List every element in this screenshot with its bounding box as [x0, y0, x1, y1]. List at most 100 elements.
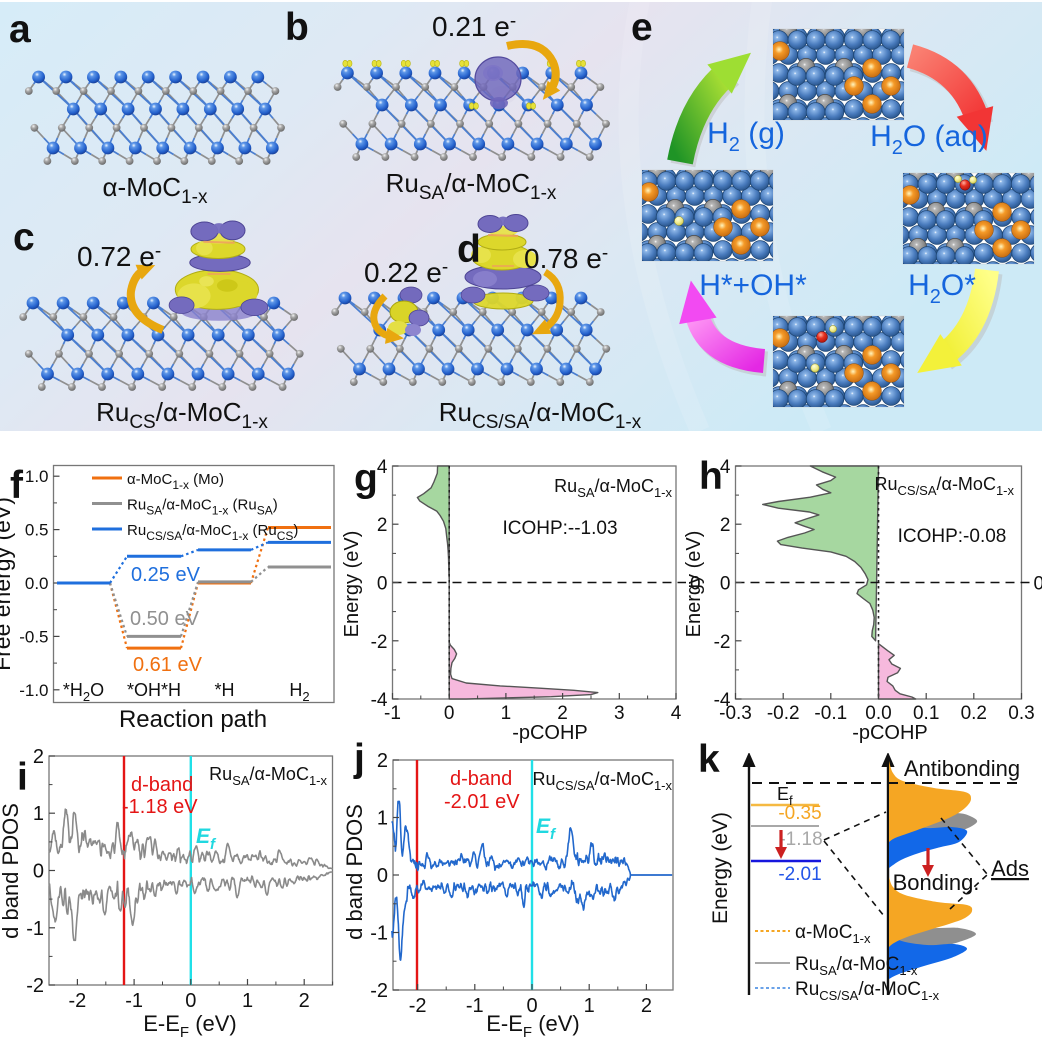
svg-text:0.25 eV: 0.25 eV [131, 564, 201, 586]
svg-text:j: j [353, 737, 365, 780]
svg-text:0.22 e-: 0.22 e- [364, 257, 448, 288]
svg-text:-1: -1 [125, 990, 143, 1012]
svg-text:Energy (eV): Energy (eV) [683, 531, 705, 638]
svg-text:0: 0 [690, 574, 701, 595]
svg-text:1: 1 [584, 995, 595, 1017]
svg-text:ICOHP:--1.03: ICOHP:--1.03 [502, 518, 617, 539]
svg-text:-2.01: -2.01 [778, 864, 821, 885]
svg-text:4: 4 [720, 457, 731, 478]
svg-text:g: g [354, 457, 378, 500]
svg-text:-0.35: -0.35 [778, 803, 821, 824]
svg-text:ICOHP:-0.08: ICOHP:-0.08 [898, 526, 1007, 547]
svg-text:d band PDOS: d band PDOS [0, 803, 23, 939]
svg-text:Antibonding: Antibonding [904, 756, 1020, 781]
svg-text:4: 4 [377, 457, 388, 478]
svg-text:0: 0 [377, 865, 388, 887]
svg-text:i: i [17, 756, 28, 799]
svg-text:d-band: d-band [450, 768, 512, 790]
svg-text:H2O (aq): H2O (aq) [870, 120, 988, 159]
svg-text:-1: -1 [466, 995, 484, 1017]
svg-text:0.1: 0.1 [913, 703, 939, 724]
svg-text:Reaction path: Reaction path [119, 706, 267, 733]
svg-text:-2: -2 [26, 975, 44, 997]
svg-text:*H: *H [214, 680, 234, 700]
svg-text:h: h [699, 455, 723, 498]
svg-text:0.2: 0.2 [961, 703, 987, 724]
svg-text:1: 1 [242, 990, 253, 1012]
svg-text:a: a [9, 8, 31, 51]
svg-text:0.61 eV: 0.61 eV [133, 654, 203, 676]
svg-text:1: 1 [501, 703, 512, 724]
svg-text:0.21 e-: 0.21 e- [432, 11, 516, 42]
svg-text:H2 (g): H2 (g) [707, 117, 785, 156]
svg-text:RuSA/α-MoC1-x (RuSA): RuSA/α-MoC1-x (RuSA) [127, 497, 278, 518]
svg-text:0: 0 [377, 574, 388, 595]
svg-text:1: 1 [33, 803, 44, 825]
svg-text:RuSA/α-MoC1-x: RuSA/α-MoC1-x [795, 954, 918, 978]
svg-text:b: b [285, 6, 309, 49]
svg-text:0: 0 [526, 995, 537, 1017]
svg-text:2: 2 [377, 750, 388, 772]
svg-text:0.5: 0.5 [25, 521, 49, 540]
svg-text:H2O*: H2O* [908, 269, 976, 308]
svg-text:Energy (eV): Energy (eV) [341, 531, 363, 638]
svg-text:-1.0: -1.0 [19, 681, 48, 700]
svg-text:2: 2 [377, 515, 388, 536]
svg-text:0.3: 0.3 [1008, 703, 1034, 724]
svg-text:0.72 e-: 0.72 e- [77, 241, 161, 272]
svg-text:4: 4 [671, 703, 682, 724]
svg-text:-pCOHP: -pCOHP [512, 722, 588, 744]
svg-text:1.0: 1.0 [25, 467, 49, 486]
svg-text:2: 2 [299, 990, 310, 1012]
svg-text:-2: -2 [69, 990, 87, 1012]
svg-text:Free energy (eV): Free energy (eV) [0, 497, 15, 671]
svg-text:2: 2 [557, 703, 568, 724]
svg-text:Ads: Ads [991, 856, 1029, 881]
svg-text:1: 1 [377, 808, 388, 830]
svg-text:-1: -1 [370, 923, 388, 945]
svg-text:0: 0 [720, 574, 731, 595]
svg-text:e: e [631, 6, 653, 49]
svg-text:3: 3 [614, 703, 625, 724]
svg-text:*OH*H: *OH*H [127, 680, 181, 700]
svg-text:0: 0 [444, 703, 455, 724]
svg-text:0: 0 [1034, 574, 1042, 595]
svg-text:0: 0 [33, 861, 44, 883]
svg-text:d-band: d-band [131, 774, 193, 796]
svg-text:-pCOHP: -pCOHP [852, 722, 928, 744]
svg-text:-0.2: -0.2 [767, 703, 800, 724]
svg-text:2: 2 [641, 995, 652, 1017]
svg-text:0: 0 [185, 990, 196, 1012]
svg-text:-4: -4 [371, 690, 388, 711]
svg-text:-1: -1 [384, 703, 401, 724]
svg-text:Ef: Ef [777, 784, 793, 808]
svg-text:RuCS/SA/α-MoC1-x: RuCS/SA/α-MoC1-x [795, 979, 940, 1003]
svg-text:0.78 e-: 0.78 e- [524, 243, 608, 274]
svg-text:d band PDOS: d band PDOS [342, 804, 367, 940]
svg-text:0.0: 0.0 [865, 703, 891, 724]
svg-text:0.0: 0.0 [25, 574, 49, 593]
svg-text:-2.01 eV: -2.01 eV [444, 791, 520, 813]
svg-text:-2: -2 [370, 980, 388, 1002]
svg-text:-1.18 eV: -1.18 eV [122, 796, 198, 818]
svg-text:c: c [13, 216, 35, 259]
svg-text:f: f [10, 464, 24, 507]
svg-text:2: 2 [720, 515, 731, 536]
svg-text:-0.3: -0.3 [719, 703, 752, 724]
svg-text:0.50 eV: 0.50 eV [130, 608, 200, 630]
svg-text:-1.18: -1.18 [779, 829, 822, 850]
svg-text:-1: -1 [26, 918, 44, 940]
svg-text:-4: -4 [714, 690, 731, 711]
svg-text:d: d [457, 228, 481, 271]
svg-text:-2: -2 [714, 632, 731, 653]
svg-text:-2: -2 [371, 632, 388, 653]
svg-text:-0.1: -0.1 [814, 703, 847, 724]
svg-text:Energy (eV): Energy (eV) [709, 812, 732, 924]
svg-text:H*+OH*: H*+OH* [699, 269, 807, 302]
svg-text:-2: -2 [409, 995, 427, 1017]
svg-text:Bonding.: Bonding. [893, 870, 980, 895]
svg-text:k: k [698, 738, 720, 781]
svg-text:α-MoC1-x (Mo): α-MoC1-x (Mo) [127, 471, 224, 492]
svg-text:2: 2 [33, 746, 44, 768]
svg-text:-0.5: -0.5 [19, 627, 48, 646]
